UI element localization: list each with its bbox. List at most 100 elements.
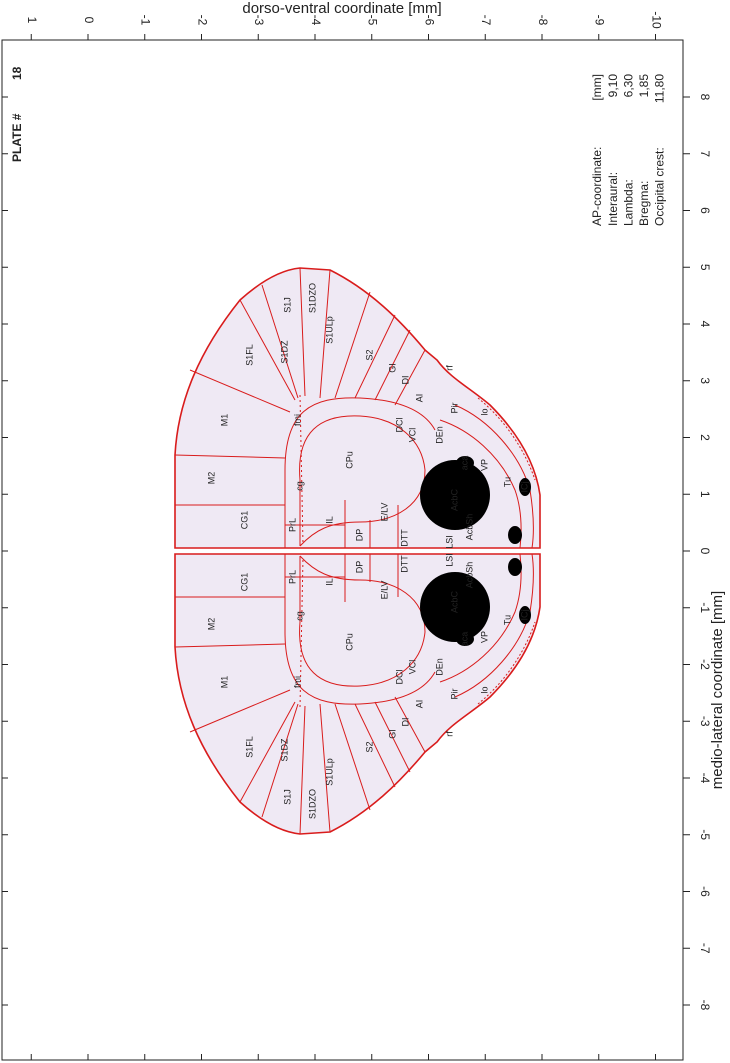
region-label: S1FL — [244, 736, 254, 758]
region-label: PrL — [287, 518, 297, 532]
ml-tick-label: 5 — [698, 264, 712, 271]
region-label: S1DZ — [279, 738, 289, 762]
region-label: fmi — [292, 414, 302, 426]
region-label: S2 — [364, 741, 374, 752]
region-label: DP — [354, 529, 364, 542]
dv-tick-label: 0 — [82, 17, 96, 24]
ml-tick-label: -3 — [698, 716, 712, 727]
region-label: IL — [324, 578, 334, 586]
region-label: CG1 — [239, 573, 249, 592]
region-label: rf — [444, 365, 454, 371]
ml-tick-label: 1 — [698, 491, 712, 498]
region-label: S1FL — [244, 344, 254, 366]
region-label: E/LV — [379, 581, 389, 600]
region-label: S1J — [282, 789, 292, 805]
region-label: GI — [387, 363, 397, 373]
ml-tick-label: -1 — [698, 602, 712, 613]
info-value: 11,80 — [653, 74, 667, 103]
ml-tick-label: -8 — [698, 1000, 712, 1011]
info-value: 1,85 — [637, 74, 651, 98]
plate-label: PLATE # — [10, 113, 24, 162]
dv-tick-label: -3 — [252, 15, 266, 26]
region-label: CPu — [344, 451, 354, 469]
info-label: Lambda: — [622, 179, 636, 226]
info-label: Bregma: — [637, 181, 651, 226]
region-label: AcbC — [449, 590, 459, 613]
dv-tick-label: -4 — [309, 15, 323, 26]
plate-number: 18 — [10, 66, 24, 80]
info-label: Interaural: — [606, 172, 620, 226]
region-label: LSI — [444, 553, 454, 567]
region-label: cg — [294, 611, 304, 621]
region-label: DTT — [399, 555, 409, 573]
dv-tick-label: -9 — [593, 15, 607, 26]
region-label: M1 — [219, 676, 229, 689]
ml-tick-label: 6 — [698, 207, 712, 214]
info-value: 9,10 — [606, 74, 620, 98]
ml-tick-label: 4 — [698, 321, 712, 328]
region-label: rf — [444, 731, 454, 737]
ml-tick-label: 3 — [698, 377, 712, 384]
dv-tick-label: -5 — [366, 15, 380, 26]
region-label: Tu — [502, 477, 512, 487]
dv-tick-label: 1 — [25, 17, 39, 24]
info-label: Occipital crest: — [653, 147, 667, 226]
region-label: S1ULp — [324, 316, 334, 344]
region-label: S1ULp — [324, 758, 334, 786]
region-label: DEn — [434, 426, 444, 444]
region-label: GI — [387, 729, 397, 739]
region-label: S2 — [364, 349, 374, 360]
dv-tick-label: -10 — [649, 11, 663, 29]
region-label: lo — [479, 686, 489, 693]
region-label: VCl — [407, 660, 417, 675]
region-label: AI — [414, 394, 424, 403]
ml-tick-label: 7 — [698, 150, 712, 157]
region-label: IL — [324, 516, 334, 524]
region-label: Pir — [449, 688, 459, 699]
region-label: CPu — [344, 633, 354, 651]
region-label: E/LV — [379, 503, 389, 522]
region-label: M2 — [206, 618, 216, 631]
region-label: DTT — [399, 529, 409, 547]
region-label: aca — [459, 632, 469, 647]
region-label: AcbSh — [464, 562, 474, 589]
region-label: M2 — [206, 472, 216, 485]
region-label: S1DZO — [307, 789, 317, 819]
dv-tick-label: -1 — [139, 15, 153, 26]
region-label: VP — [479, 459, 489, 471]
ml-axis-title: medio-lateral coordinate [mm] — [709, 591, 726, 789]
region-label: fmi — [292, 676, 302, 688]
region-label: DI — [400, 718, 410, 727]
region-label: S1DZ — [279, 340, 289, 364]
dv-tick-label: -2 — [195, 15, 209, 26]
ml-tick-label: -4 — [698, 773, 712, 784]
region-label: AI — [414, 700, 424, 709]
region-label: M1 — [219, 414, 229, 427]
frame — [1, 39, 684, 1061]
region-label: PrL — [287, 570, 297, 584]
upper-hemisphere-outline — [174, 267, 541, 549]
region-label: aca — [459, 456, 469, 471]
region-label: ICj — [519, 610, 529, 621]
ml-tick-label: -2 — [698, 659, 712, 670]
ml-tick-label: 8 — [698, 94, 712, 101]
ml-tick-label: -7 — [698, 943, 712, 954]
info-header: AP-coordinate: — [590, 147, 604, 226]
region-label: VCl — [407, 428, 417, 443]
info-value: 6,30 — [622, 74, 636, 98]
ml-tick-label: -6 — [698, 886, 712, 897]
dv-tick-label: -8 — [536, 15, 550, 26]
info-unit: [mm] — [590, 74, 604, 101]
region-label: DP — [354, 561, 364, 574]
region-label: DEn — [434, 658, 444, 676]
region-label: Pir — [449, 402, 459, 413]
region-label: Tu — [502, 615, 512, 625]
region-label: lo — [479, 408, 489, 415]
ml-tick-label: 2 — [698, 434, 712, 441]
region-label: AcbC — [449, 488, 459, 511]
region-label: DI — [400, 376, 410, 385]
region-label: ICj — [519, 482, 529, 493]
region-label: DCl — [394, 418, 404, 433]
